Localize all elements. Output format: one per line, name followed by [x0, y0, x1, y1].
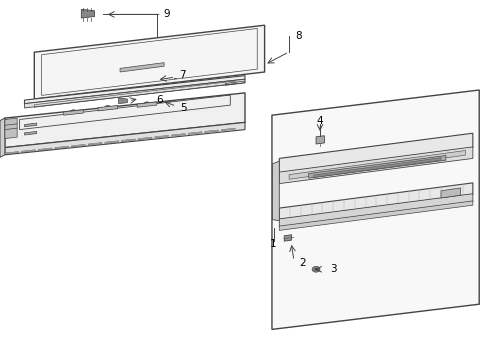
Circle shape [144, 102, 150, 107]
Polygon shape [279, 147, 473, 184]
Text: 5: 5 [180, 103, 187, 113]
Polygon shape [205, 130, 219, 132]
Polygon shape [0, 118, 5, 157]
Polygon shape [5, 152, 19, 154]
Polygon shape [284, 235, 292, 241]
Polygon shape [55, 146, 69, 149]
Polygon shape [24, 79, 245, 108]
Polygon shape [441, 188, 461, 198]
Circle shape [312, 266, 320, 272]
Text: 6: 6 [156, 95, 163, 105]
Polygon shape [272, 161, 279, 221]
Circle shape [104, 105, 111, 111]
Text: 3: 3 [330, 264, 337, 274]
Polygon shape [105, 141, 119, 143]
Text: 2: 2 [299, 258, 306, 268]
Polygon shape [122, 139, 135, 141]
Text: 9: 9 [163, 9, 170, 19]
Polygon shape [314, 158, 441, 177]
Text: 1: 1 [270, 239, 277, 249]
Polygon shape [24, 123, 37, 127]
Polygon shape [279, 133, 473, 173]
Polygon shape [119, 98, 127, 104]
Polygon shape [279, 183, 473, 220]
Polygon shape [188, 132, 202, 134]
Polygon shape [72, 144, 85, 147]
Polygon shape [88, 143, 102, 145]
Circle shape [314, 268, 318, 271]
Polygon shape [22, 150, 35, 152]
Polygon shape [5, 118, 17, 139]
Circle shape [70, 110, 77, 115]
Text: 8: 8 [295, 31, 302, 41]
Polygon shape [137, 102, 157, 107]
Polygon shape [279, 194, 473, 227]
Polygon shape [81, 9, 95, 18]
Polygon shape [24, 131, 37, 135]
Polygon shape [272, 90, 479, 329]
Polygon shape [155, 135, 169, 138]
Polygon shape [98, 105, 118, 111]
Polygon shape [279, 201, 473, 230]
Polygon shape [138, 137, 152, 140]
Polygon shape [5, 122, 245, 155]
Polygon shape [64, 110, 83, 115]
Polygon shape [221, 128, 235, 131]
Polygon shape [120, 63, 164, 72]
Polygon shape [309, 156, 446, 178]
Text: 4: 4 [317, 116, 323, 126]
Polygon shape [38, 148, 52, 150]
Polygon shape [289, 150, 466, 179]
Polygon shape [172, 134, 185, 136]
Text: 7: 7 [179, 70, 186, 80]
Polygon shape [316, 136, 324, 144]
Polygon shape [24, 76, 245, 104]
Polygon shape [5, 93, 245, 148]
Polygon shape [34, 25, 265, 99]
